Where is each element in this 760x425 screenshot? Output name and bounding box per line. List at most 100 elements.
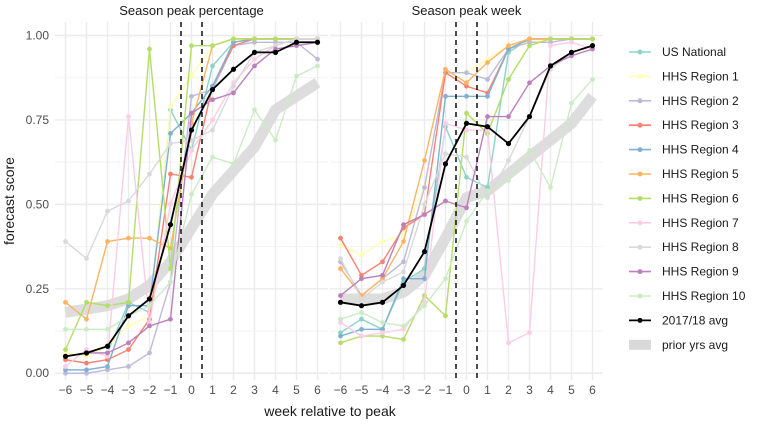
legend-key-band bbox=[629, 339, 651, 350]
legend-label: HHS Region 10 bbox=[662, 289, 746, 303]
data-point bbox=[126, 235, 131, 241]
data-point bbox=[189, 73, 194, 79]
series-hhs-region-6 bbox=[63, 36, 320, 353]
data-point bbox=[338, 293, 343, 298]
data-point bbox=[527, 36, 532, 42]
data-point bbox=[464, 127, 469, 133]
data-point bbox=[422, 201, 427, 207]
x-tick-label: −4 bbox=[101, 383, 115, 397]
panel-title: Season peak week bbox=[412, 3, 522, 18]
data-point bbox=[505, 140, 512, 147]
data-point bbox=[126, 340, 131, 346]
data-point bbox=[443, 198, 448, 204]
data-point bbox=[189, 93, 194, 99]
data-point bbox=[252, 107, 257, 113]
legend-label: HHS Region 9 bbox=[662, 265, 739, 279]
data-point bbox=[422, 212, 427, 217]
legend-item: US National bbox=[629, 45, 726, 59]
legend: US National HHS Region 1 HHS Region 2 HHS R… bbox=[629, 45, 746, 352]
data-point bbox=[443, 151, 448, 157]
data-point bbox=[146, 296, 153, 302]
data-point bbox=[189, 110, 194, 116]
data-point bbox=[380, 276, 385, 282]
prior-yrs-avg-band bbox=[340, 92, 597, 305]
data-point bbox=[338, 320, 343, 325]
legend-key-point bbox=[637, 195, 643, 201]
data-point bbox=[401, 269, 406, 275]
panel-title: Season peak percentage bbox=[119, 3, 264, 18]
data-point bbox=[126, 114, 131, 119]
data-point bbox=[105, 208, 110, 214]
data-point bbox=[506, 114, 511, 119]
data-point bbox=[147, 350, 152, 356]
data-point bbox=[84, 367, 89, 373]
y-tick-label: 0.50 bbox=[26, 197, 50, 211]
x-tick-label: 6 bbox=[314, 383, 321, 397]
data-point bbox=[589, 43, 596, 49]
data-point bbox=[293, 39, 300, 45]
data-point bbox=[147, 171, 152, 177]
data-point bbox=[167, 222, 174, 228]
data-point bbox=[464, 205, 469, 211]
data-point bbox=[359, 252, 364, 258]
data-point bbox=[105, 350, 110, 356]
data-point bbox=[147, 323, 152, 329]
data-point bbox=[464, 80, 469, 86]
data-point bbox=[168, 279, 173, 285]
data-point bbox=[210, 63, 215, 69]
data-point bbox=[506, 178, 511, 184]
data-point bbox=[401, 239, 406, 244]
legend-key-point bbox=[637, 171, 643, 177]
data-point bbox=[125, 313, 132, 319]
data-point bbox=[231, 39, 236, 45]
data-point bbox=[380, 320, 385, 325]
data-point bbox=[231, 36, 236, 42]
data-point bbox=[252, 56, 257, 62]
data-point bbox=[568, 49, 575, 55]
data-point bbox=[506, 77, 511, 82]
x-tick-label: 1 bbox=[484, 383, 491, 397]
data-point bbox=[485, 114, 490, 119]
data-point bbox=[126, 303, 131, 309]
data-point bbox=[358, 303, 365, 309]
data-point bbox=[105, 353, 110, 359]
legend-key-point bbox=[637, 244, 643, 250]
legend-item: HHS Region 8 bbox=[629, 240, 739, 254]
data-point bbox=[337, 299, 344, 305]
data-point bbox=[105, 326, 110, 332]
legend-item: HHS Region 10 bbox=[629, 289, 746, 303]
x-tick-label: −3 bbox=[397, 383, 411, 397]
data-point bbox=[147, 235, 152, 241]
data-point bbox=[168, 141, 173, 146]
data-point bbox=[84, 326, 89, 332]
data-point bbox=[464, 83, 469, 89]
x-tick-label: 4 bbox=[547, 383, 554, 397]
data-point bbox=[548, 36, 553, 42]
y-tick-label: 0.00 bbox=[26, 366, 50, 380]
data-point bbox=[189, 147, 194, 153]
legend-label: US National bbox=[662, 45, 726, 59]
data-point bbox=[338, 316, 343, 322]
legend-label: HHS Region 1 bbox=[662, 69, 739, 83]
data-point bbox=[464, 218, 469, 224]
data-point bbox=[380, 259, 385, 265]
data-point bbox=[380, 239, 385, 244]
x-tick-label: −3 bbox=[122, 383, 136, 397]
data-point bbox=[338, 266, 343, 271]
data-point bbox=[485, 188, 490, 194]
data-point bbox=[485, 185, 490, 190]
data-point bbox=[569, 39, 574, 45]
data-point bbox=[401, 222, 406, 228]
series-hhs-region-6 bbox=[338, 36, 595, 346]
legend-item: HHS Region 4 bbox=[629, 143, 739, 157]
legend-label: 2017/18 avg bbox=[662, 313, 728, 327]
legend-key-point bbox=[637, 98, 643, 104]
data-point bbox=[105, 239, 110, 244]
data-point bbox=[105, 364, 110, 369]
data-point bbox=[464, 93, 469, 99]
data-point bbox=[126, 299, 131, 305]
data-point bbox=[443, 276, 448, 282]
data-point bbox=[126, 323, 131, 329]
data-point bbox=[105, 367, 110, 373]
data-point bbox=[168, 201, 173, 207]
